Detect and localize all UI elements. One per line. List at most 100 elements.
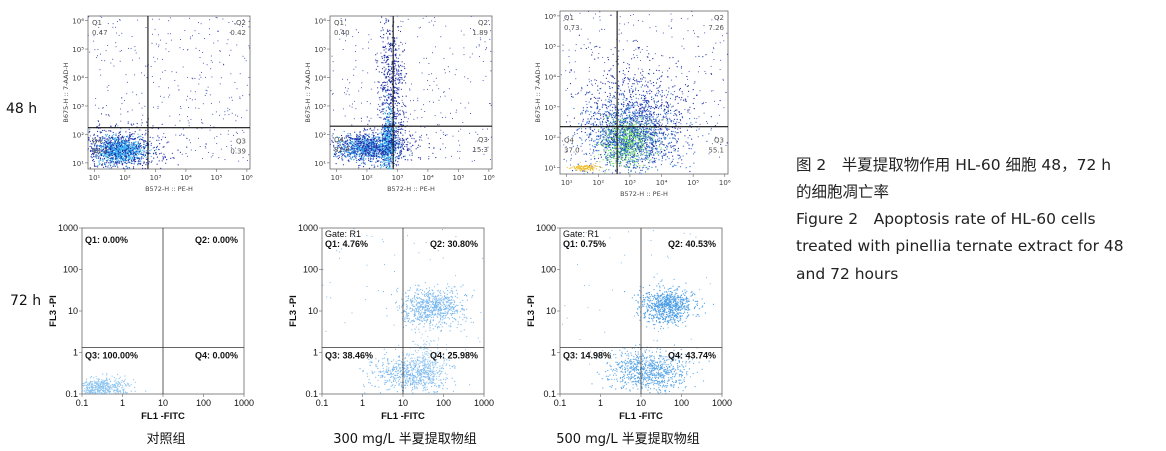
data-point xyxy=(427,80,428,82)
data-point xyxy=(619,23,621,25)
data-point xyxy=(372,156,374,158)
data-point xyxy=(141,119,143,121)
data-point xyxy=(101,60,103,61)
data-point xyxy=(126,93,128,95)
data-point xyxy=(349,142,351,145)
data-point xyxy=(99,131,101,133)
quadrant-value-q3: 15.3 xyxy=(472,146,488,154)
data-point xyxy=(376,52,378,54)
data-point xyxy=(351,156,354,158)
data-point xyxy=(132,147,134,150)
data-point xyxy=(118,153,120,155)
data-point xyxy=(242,55,244,57)
data-point xyxy=(122,158,124,160)
data-point xyxy=(403,79,405,81)
data-point xyxy=(398,102,400,104)
data-point xyxy=(93,154,95,156)
data-point xyxy=(394,136,396,138)
data-point xyxy=(403,103,405,105)
data-point xyxy=(387,71,389,73)
data-point xyxy=(345,140,347,142)
data-point xyxy=(399,154,401,157)
data-point xyxy=(393,45,395,47)
data-point xyxy=(330,90,332,92)
data-point xyxy=(112,136,114,139)
data-point xyxy=(134,49,136,51)
data-point xyxy=(141,72,143,74)
data-point xyxy=(377,92,379,94)
data-point xyxy=(158,34,160,36)
data-point xyxy=(160,152,162,154)
data-point xyxy=(378,150,380,152)
data-point xyxy=(647,86,649,88)
data-point xyxy=(588,10,589,12)
data-point xyxy=(646,46,648,47)
data-point xyxy=(96,139,98,141)
data-point xyxy=(116,161,118,163)
data-point xyxy=(169,94,171,96)
data-point xyxy=(361,157,363,159)
data-point xyxy=(194,98,196,100)
data-point xyxy=(703,25,705,27)
data-point xyxy=(375,68,377,70)
data-point xyxy=(405,82,407,84)
data-point xyxy=(135,145,138,147)
data-point xyxy=(470,15,472,17)
data-point xyxy=(388,79,390,81)
data-point xyxy=(403,141,406,143)
data-point xyxy=(386,150,388,152)
data-point xyxy=(120,154,122,156)
data-point xyxy=(394,39,396,41)
data-point xyxy=(628,86,630,88)
data-point xyxy=(150,155,152,158)
data-point xyxy=(377,133,379,135)
data-point xyxy=(378,97,380,99)
data-point xyxy=(106,105,108,107)
data-point xyxy=(464,107,466,109)
data-point xyxy=(407,118,409,120)
data-point xyxy=(387,43,389,45)
data-point xyxy=(569,69,571,71)
data-point xyxy=(198,78,200,80)
data-point xyxy=(384,46,386,49)
data-point xyxy=(189,98,191,99)
data-point xyxy=(370,155,373,157)
data-point xyxy=(358,165,360,167)
data-point xyxy=(351,146,353,148)
data-point xyxy=(349,137,351,139)
data-point xyxy=(355,150,357,152)
data-point xyxy=(391,112,393,114)
data-point xyxy=(346,90,348,92)
data-point xyxy=(387,140,389,142)
data-point xyxy=(128,144,130,146)
data-point xyxy=(394,116,397,118)
data-point xyxy=(353,74,355,76)
data-point xyxy=(363,159,365,161)
data-point xyxy=(186,146,188,148)
data-point xyxy=(369,156,371,158)
data-point xyxy=(435,77,437,79)
data-point xyxy=(380,96,382,98)
data-point xyxy=(364,151,366,153)
data-point xyxy=(116,146,118,148)
data-point xyxy=(388,108,390,110)
data-point xyxy=(395,140,397,142)
data-point xyxy=(133,147,135,149)
data-point xyxy=(615,127,617,129)
data-point xyxy=(397,131,400,133)
data-point xyxy=(361,87,362,89)
data-point xyxy=(592,17,594,19)
data-point xyxy=(390,93,392,95)
data-point xyxy=(391,149,393,151)
data-point xyxy=(105,146,107,148)
data-point xyxy=(431,73,433,75)
data-point xyxy=(390,73,392,75)
data-point xyxy=(347,139,349,141)
data-point xyxy=(125,150,127,152)
data-point xyxy=(399,128,401,130)
data-point xyxy=(381,145,383,148)
data-point xyxy=(385,129,387,132)
data-point xyxy=(120,156,122,158)
data-point xyxy=(394,115,396,117)
data-point xyxy=(124,161,126,164)
